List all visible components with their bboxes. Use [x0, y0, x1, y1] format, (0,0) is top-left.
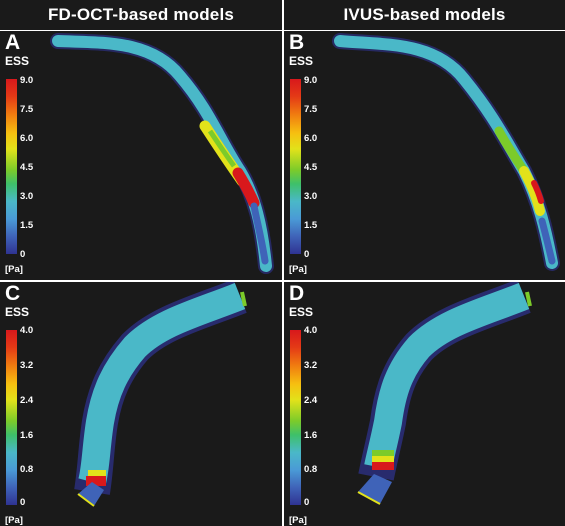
- tick-label: 3.0: [304, 191, 318, 202]
- tick-label: 4.5: [20, 162, 34, 173]
- panel-d: D ESS 4.0 3.2 2.4 1.6 0.8 0 [Pa]: [284, 282, 565, 526]
- tick-label: 6.0: [304, 133, 318, 144]
- vessel-model-b: [332, 33, 560, 271]
- header-left: FD-OCT-based models: [0, 0, 282, 30]
- tick-label: 1.5: [304, 220, 318, 231]
- tick-label: 0: [304, 497, 310, 508]
- panel-c: C ESS 4.0 3.2 2.4 1.6 0.8 0 [Pa]: [0, 282, 282, 526]
- tick-label: 7.5: [20, 104, 34, 115]
- tick-label: 3.0: [20, 191, 34, 202]
- tick-label: 4.5: [304, 162, 318, 173]
- colorbar-b: [290, 79, 301, 254]
- tick-label: 3.2: [304, 360, 318, 371]
- panel-label-a: A: [5, 31, 21, 54]
- tick-label: 4.0: [304, 325, 318, 336]
- unit-label-d: [Pa]: [289, 515, 307, 526]
- colorbar-d: [290, 330, 301, 505]
- tick-label: 0.8: [304, 464, 318, 475]
- tick-label: 0: [304, 249, 310, 260]
- tick-label: 0: [20, 249, 26, 260]
- header-right: IVUS-based models: [284, 0, 565, 30]
- panel-label-b: B: [289, 31, 305, 54]
- colorbar-title-c: ESS: [5, 305, 30, 319]
- unit-label-a: [Pa]: [5, 264, 23, 275]
- colorbar-title-a: ESS: [5, 54, 30, 68]
- panel-label-c: C: [5, 282, 21, 305]
- tick-label: 9.0: [20, 75, 34, 86]
- tick-label: 6.0: [20, 133, 34, 144]
- colorbar-title-b: ESS: [289, 54, 314, 68]
- tick-label: 4.0: [20, 325, 34, 336]
- vessel-model-c: [74, 282, 247, 507]
- unit-label-c: [Pa]: [5, 515, 23, 526]
- tick-label: 3.2: [20, 360, 34, 371]
- tick-label: 2.4: [304, 395, 318, 406]
- colorbar-a: [6, 79, 17, 254]
- panel-label-d: D: [289, 282, 305, 305]
- tick-label: 2.4: [20, 395, 34, 406]
- tick-label: 0.8: [20, 464, 34, 475]
- colorbar-c: [6, 330, 17, 505]
- tick-label: 1.6: [304, 430, 318, 441]
- tick-label: 1.6: [20, 430, 34, 441]
- tick-label: 1.5: [20, 220, 34, 231]
- unit-label-b: [Pa]: [289, 264, 307, 275]
- panel-b: B ESS 9.0 7.5 6.0 4.5 3.0 1.5 0 [Pa]: [284, 31, 565, 280]
- tick-label: 7.5: [304, 104, 318, 115]
- vessel-model-a: [50, 33, 274, 274]
- panel-a: A ESS 9.0 7.5 6.0 4.5 3.0 1.5 0 [Pa]: [0, 31, 282, 280]
- tick-label: 9.0: [304, 75, 318, 86]
- vessel-model-d: [357, 282, 532, 505]
- colorbar-title-d: ESS: [289, 305, 314, 319]
- tick-label: 0: [20, 497, 26, 508]
